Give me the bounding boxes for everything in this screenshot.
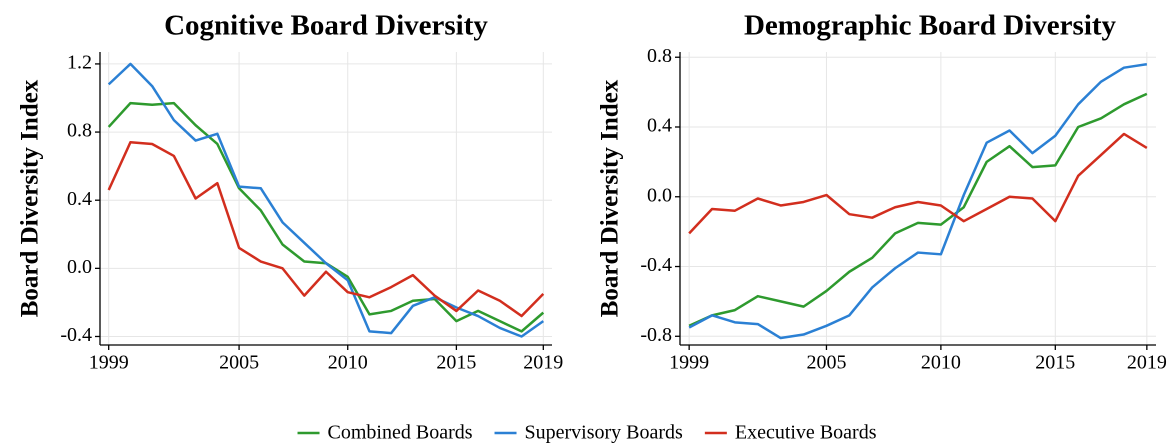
legend-label: Combined Boards xyxy=(328,422,473,444)
y-tick-label: -0.4 xyxy=(60,324,92,346)
x-tick-label: 2019 xyxy=(1127,352,1167,374)
legend-label: Executive Boards xyxy=(735,422,877,444)
line xyxy=(107,101,545,333)
legend-label: Supervisory Boards xyxy=(525,422,684,444)
x-tick-label: 2015 xyxy=(436,352,476,374)
y-tick-label: -0.8 xyxy=(640,324,672,346)
x-tick-label: 2005 xyxy=(219,352,259,374)
line xyxy=(107,141,545,318)
x-tick-label: 2005 xyxy=(806,352,846,374)
x-tick-label: 1999 xyxy=(89,352,129,374)
x-tick-label: 2010 xyxy=(328,352,368,374)
y-tick-label: 0.4 xyxy=(647,115,672,137)
y-tick-label: -0.4 xyxy=(640,254,672,276)
y-tick-label: 1.2 xyxy=(67,52,92,74)
legend: Combined Boards Supervisory Boards Executi… xyxy=(297,422,877,444)
line xyxy=(688,62,1148,340)
y-tick-label: 0.0 xyxy=(647,184,672,206)
y-tick-label: 0.4 xyxy=(67,188,92,210)
y-axis-label: Board Diversity Index xyxy=(17,79,44,317)
line xyxy=(688,92,1148,327)
line xyxy=(107,62,545,338)
y-tick-label: 0.0 xyxy=(67,256,92,278)
y-axis-label: Board Diversity Index xyxy=(597,79,624,317)
line xyxy=(688,132,1148,235)
x-tick-label: 2010 xyxy=(921,352,961,374)
x-tick-label: 1999 xyxy=(669,352,709,374)
chart-title: Demographic Board Diversity xyxy=(744,10,1117,42)
y-tick-label: 0.8 xyxy=(647,45,672,67)
x-tick-label: 2019 xyxy=(523,352,563,374)
y-tick-label: 0.8 xyxy=(67,120,92,142)
chart-title: Cognitive Board Diversity xyxy=(164,10,488,42)
x-tick-label: 2015 xyxy=(1035,352,1075,374)
